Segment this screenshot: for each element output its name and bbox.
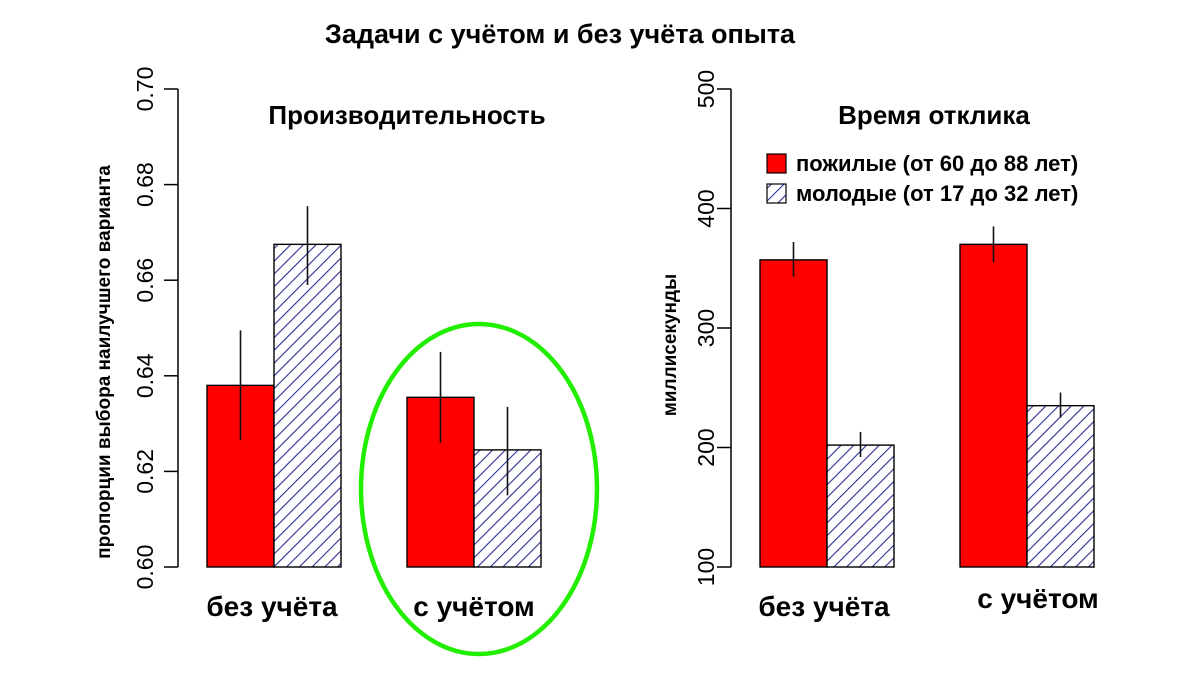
bar-young [1026, 404, 1095, 568]
bar-elderly [759, 259, 828, 568]
y-tick-label: 0.70 [132, 67, 158, 112]
y-tick-label: 0.60 [132, 545, 158, 590]
figure-title: Задачи с учётом и без учёта опыта [325, 19, 796, 49]
panel-response-time: Время отклика миллисекунды [660, 100, 1030, 416]
highlight-ellipse [358, 321, 600, 657]
panel-performance: Производительность пропорции выбора наил… [94, 100, 546, 559]
x-category-label: с учётом [413, 591, 535, 622]
y-tick-label: 300 [693, 309, 719, 347]
legend-swatch-elderly [766, 153, 787, 174]
y-tick-label: 100 [693, 548, 719, 586]
panel-title-response-time: Время отклика [838, 100, 1030, 130]
y-tick-label: 200 [693, 428, 719, 466]
y-tick-label: 400 [693, 189, 719, 227]
legend-label-young: молодые (от 17 до 32 лет) [796, 181, 1078, 206]
bar-young [273, 243, 342, 568]
legend: пожилые (от 60 до 88 лет) молодые (от 17… [766, 151, 1078, 206]
y-tick-label: 0.62 [132, 449, 158, 494]
y-tick-label: 500 [693, 70, 719, 108]
panel-title-performance: Производительность [268, 100, 545, 130]
x-category-label: с учётом [977, 583, 1099, 614]
bar-elderly [959, 243, 1028, 568]
y-axis-label-response-time: миллисекунды [660, 274, 681, 417]
legend-label-elderly: пожилые (от 60 до 88 лет) [796, 151, 1078, 176]
y-tick-label: 0.64 [132, 353, 158, 398]
x-category-label: без учёта [206, 591, 338, 622]
legend-swatch-young [766, 183, 787, 204]
y-tick-label: 0.66 [132, 258, 158, 303]
bar-young [826, 444, 895, 568]
y-axis-label-performance: пропорции выбора наилучшего варианта [94, 165, 115, 559]
x-category-label: без учёта [758, 591, 890, 622]
y-tick-label: 0.68 [132, 162, 158, 207]
